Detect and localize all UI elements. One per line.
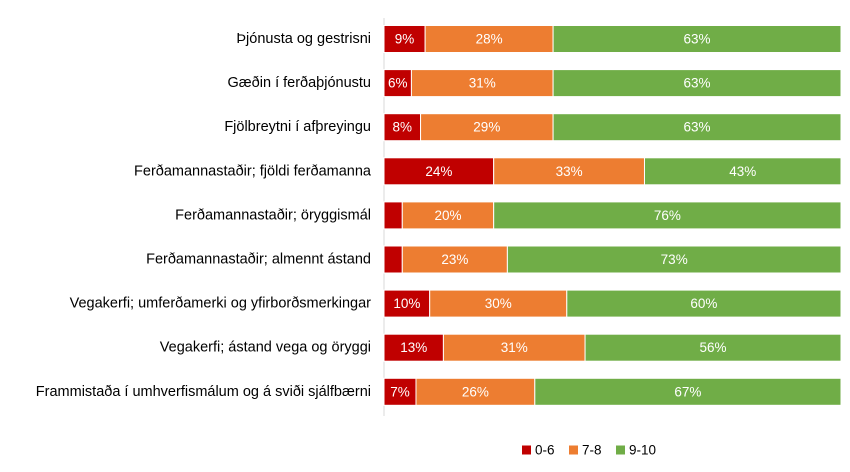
legend: 0-6 7-8 9-10: [522, 443, 656, 458]
data-label: 29%: [473, 120, 500, 135]
data-label: 9%: [395, 32, 415, 47]
category-label: Frammistaða í umhverfismálum og á sviði …: [36, 384, 371, 400]
bar-segment-9-10: [552, 25, 842, 53]
bar-segment-9-10: [584, 333, 842, 362]
data-label: 31%: [501, 340, 528, 355]
legend-label: 0-6: [535, 443, 555, 458]
data-label: 63%: [684, 120, 711, 135]
data-label: 60%: [690, 296, 717, 311]
data-label: 10%: [393, 296, 420, 311]
bar-segment-9-10: [643, 157, 842, 186]
bar-segment-9-10: [506, 245, 842, 274]
bar-segment-0-6: [383, 245, 403, 274]
bar-segment-9-10: [493, 201, 842, 230]
legend-label: 7-8: [582, 443, 602, 458]
category-label: Ferðamannastaðir; öryggismál: [175, 207, 371, 223]
category-label: Ferðamannastaðir; fjöldi ferðamanna: [134, 163, 372, 179]
bar-segment-7-8: [401, 201, 495, 230]
bar-segment-7-8: [424, 25, 554, 53]
legend-swatch-9-10: [616, 445, 625, 455]
data-label: 28%: [476, 32, 503, 47]
bar-segment-0-6: [383, 377, 417, 406]
legend-label: 9-10: [629, 443, 656, 458]
bar-segment-0-6: [383, 333, 444, 362]
data-label: 26%: [462, 384, 489, 399]
data-label: 73%: [661, 252, 688, 267]
data-label: 76%: [654, 208, 681, 223]
bar-segment-7-8: [442, 333, 586, 362]
category-label: Þjónusta og gestrisni: [236, 31, 371, 47]
data-label: 24%: [425, 164, 452, 179]
data-label: 8%: [393, 120, 413, 135]
bar-segment-9-10: [552, 113, 842, 142]
bars: 9% 28% 63% 6% 31% 63% 8% 29% 63% 24% 33% 43% 20% 76% 2…: [383, 25, 842, 406]
bar-segment-9-10: [552, 69, 842, 98]
category-label: Ferðamannastaðir; almennt ástand: [146, 252, 371, 268]
category-label: Fjölbreytni í afþreyingu: [224, 119, 371, 135]
data-label: 6%: [388, 76, 408, 91]
category-label: Vegakerfi; ástand vega og öryggi: [160, 340, 371, 356]
data-label: 63%: [684, 76, 711, 91]
data-label: 31%: [469, 76, 496, 91]
category-label: Vegakerfi; umferðamerki og yfirborðsmerk…: [70, 296, 372, 312]
bar-segment-7-8: [429, 289, 568, 318]
data-label: 20%: [434, 208, 461, 223]
data-label: 43%: [729, 164, 756, 179]
data-label: 7%: [390, 384, 410, 399]
data-label: 56%: [700, 340, 727, 355]
bar-segment-9-10: [566, 289, 842, 318]
category-labels: Þjónusta og gestrisni Gæðin í ferðaþjónus…: [36, 31, 372, 400]
bar-segment-7-8: [401, 245, 508, 274]
category-label: Gæðin í ferðaþjónustu: [228, 75, 371, 91]
bar-segment-0-6: [383, 289, 431, 318]
bar-segment-0-6: [383, 201, 403, 230]
data-label: 33%: [556, 164, 583, 179]
bar-segment-0-6: [383, 157, 495, 186]
data-label: 63%: [684, 32, 711, 47]
legend-swatch-0-6: [522, 445, 531, 455]
bar-segment-7-8: [493, 157, 645, 186]
data-label: 30%: [485, 296, 512, 311]
legend-swatch-7-8: [569, 445, 578, 455]
bar-segment-9-10: [534, 377, 842, 406]
data-label: 23%: [441, 252, 468, 267]
bar-segment-7-8: [415, 377, 536, 406]
data-label: 13%: [400, 340, 427, 355]
data-label: 67%: [674, 384, 701, 399]
